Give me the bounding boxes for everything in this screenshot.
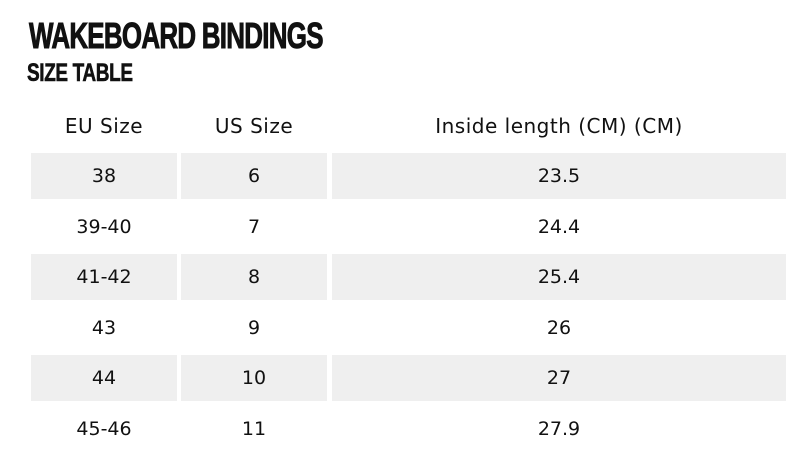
table-cell: 23.5 [332,153,786,199]
title: WAKEBOARD BINDINGS [29,15,324,56]
table-cell: 27 [332,355,786,401]
table-cell: 24.4 [537,215,581,238]
table-cell: 27.9 [537,417,581,440]
table-cell: 25.4 [332,254,786,300]
column-header: US Size [214,114,294,138]
column-header: EU Size [64,114,144,138]
table-cell: 38 [31,153,177,199]
table-cell: 11 [241,417,267,440]
table-cell: 10 [181,355,327,401]
subtitle: SIZE TABLE [27,59,133,88]
table-cell: 39-40 [76,215,132,238]
column-header: Inside length (CM) (CM) [435,114,683,138]
table-cell: 41-42 [31,254,177,300]
table-cell: 7 [247,215,261,238]
table-cell: 8 [181,254,327,300]
table-cell: 44 [31,355,177,401]
table-cell: 9 [247,316,261,339]
table-cell: 26 [546,316,572,339]
table-cell: 43 [91,316,117,339]
table-cell: 6 [181,153,327,199]
table-cell: 45-46 [76,417,132,440]
